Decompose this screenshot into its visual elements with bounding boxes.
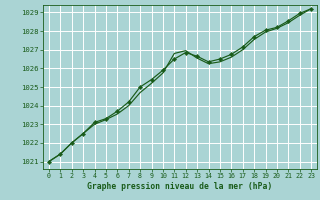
X-axis label: Graphe pression niveau de la mer (hPa): Graphe pression niveau de la mer (hPa) xyxy=(87,182,273,191)
